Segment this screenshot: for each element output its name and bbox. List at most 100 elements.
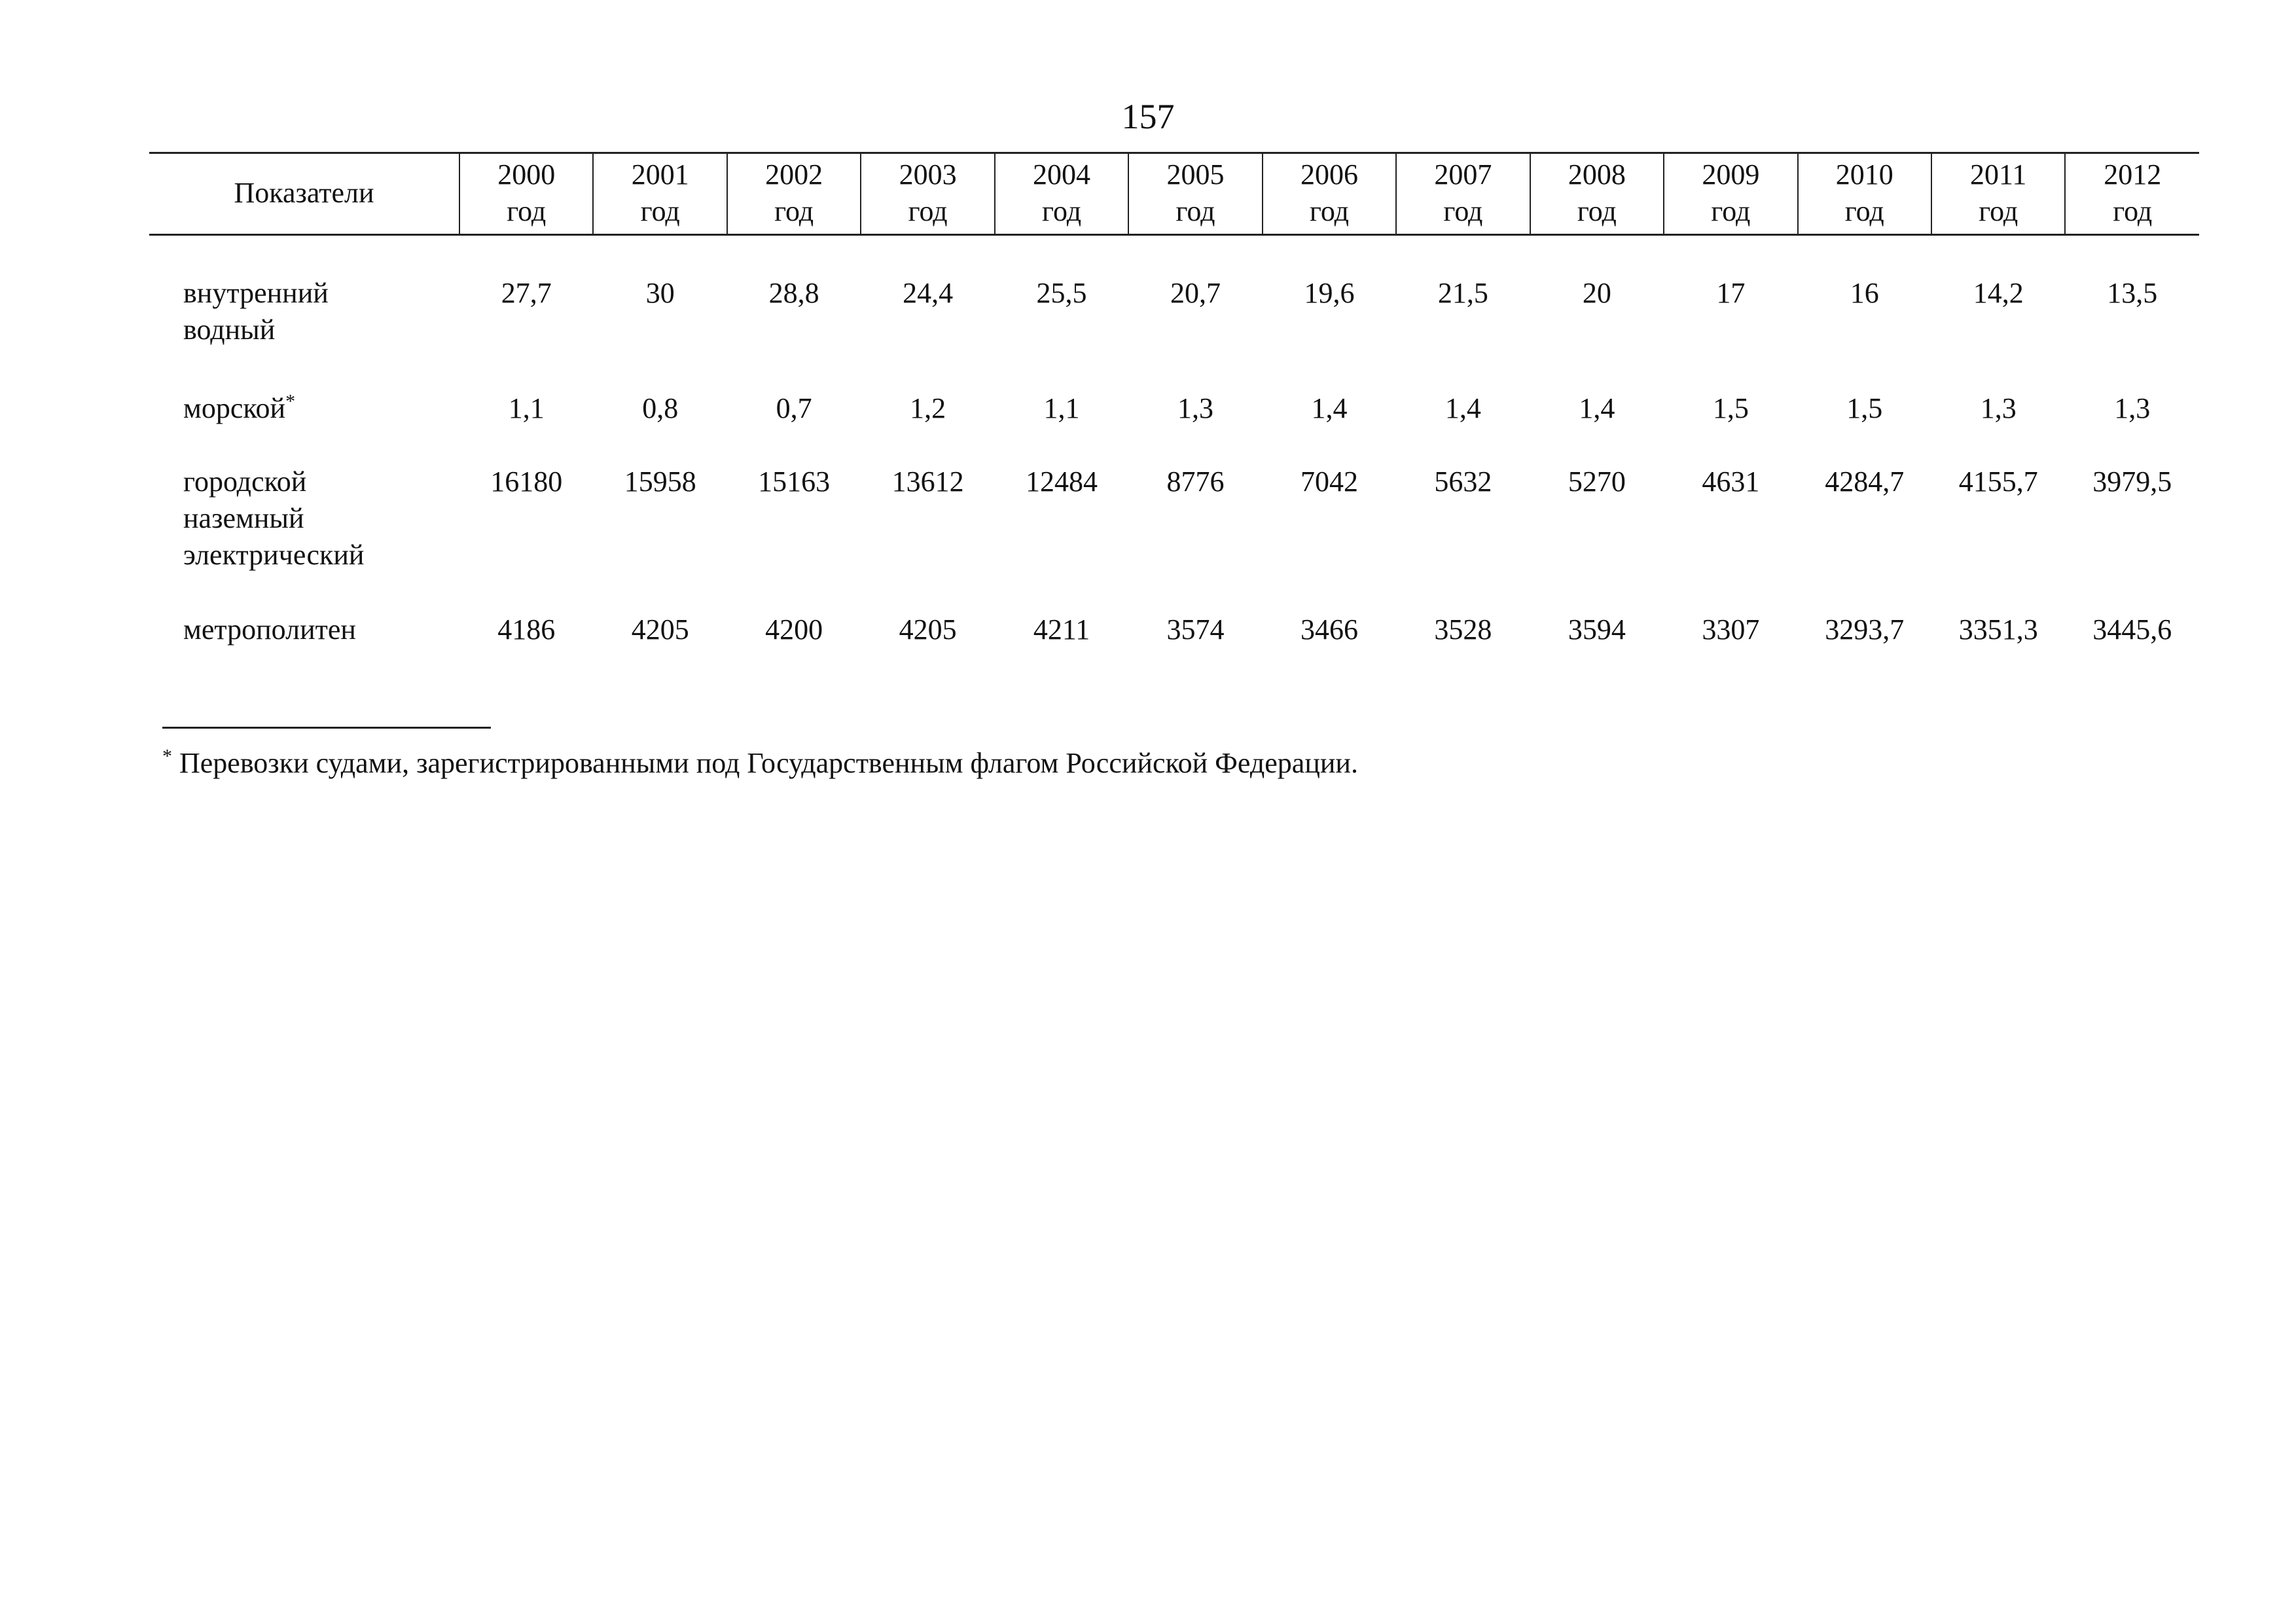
header-year-2005: 2005 год bbox=[1128, 153, 1263, 235]
table-cell: 1,5 bbox=[1712, 392, 1749, 424]
year-label: 2005 bbox=[1166, 158, 1225, 191]
table-cell: 1,3 bbox=[2114, 392, 2151, 424]
header-year-2010: 2010 год bbox=[1797, 153, 1931, 235]
header-year-2001: 2001 год bbox=[592, 153, 727, 235]
footnote: * Перевозки судами, зарегистрированными … bbox=[162, 745, 1358, 782]
table-cell: 14,2 bbox=[1973, 277, 2024, 309]
table-cell: 3528 bbox=[1434, 613, 1492, 646]
table-cell: 3445,6 bbox=[2092, 613, 2172, 646]
table-cell: 24,4 bbox=[903, 277, 954, 309]
table-cell: 3574 bbox=[1166, 613, 1225, 646]
year-label: 2006 bbox=[1300, 158, 1358, 191]
table-cell: 12484 bbox=[1026, 465, 1098, 498]
row-label: городской наземный электрический bbox=[183, 465, 365, 571]
table-cell: 4211 bbox=[1033, 613, 1090, 646]
row-label-text: морской bbox=[183, 392, 286, 424]
year-unit: год bbox=[507, 195, 547, 227]
table-cell: 13,5 bbox=[2107, 277, 2158, 309]
row-label: морской* bbox=[149, 390, 459, 464]
table-cell: 0,7 bbox=[776, 392, 812, 424]
year-label: 2004 bbox=[1033, 158, 1091, 191]
table-cell: 1,1 bbox=[508, 392, 545, 424]
year-label: 2001 bbox=[631, 158, 689, 191]
table-cell: 4284,7 bbox=[1825, 465, 1905, 498]
table-body: внутренний водный 27,7 30 28,8 24,4 25,5… bbox=[149, 235, 2199, 651]
table-cell: 3307 bbox=[1702, 613, 1760, 646]
table-cell: 16180 bbox=[490, 465, 563, 498]
table-cell: 1,3 bbox=[1980, 392, 2017, 424]
year-label: 2002 bbox=[765, 158, 823, 191]
table-cell: 16 bbox=[1850, 277, 1879, 309]
year-label: 2009 bbox=[1702, 158, 1760, 191]
transport-statistics-table: Показатели 2000 год 2001 год 2002 год 2003 г… bbox=[149, 152, 2199, 651]
table-cell: 1,2 bbox=[910, 392, 946, 424]
table-cell: 0,8 bbox=[642, 392, 679, 424]
table-cell: 1,4 bbox=[1311, 392, 1348, 424]
table-cell: 8776 bbox=[1166, 465, 1225, 498]
table-cell: 30 bbox=[645, 277, 675, 309]
header-label-column: Показатели bbox=[234, 177, 374, 209]
table-row-inland-water: внутренний водный 27,7 30 28,8 24,4 25,5… bbox=[149, 235, 2199, 391]
header-row: Показатели 2000 год 2001 год 2002 год 2003 г… bbox=[149, 153, 2199, 235]
table-cell: 19,6 bbox=[1304, 277, 1355, 309]
row-label: метрополитен bbox=[183, 613, 356, 646]
year-label: 2012 bbox=[2104, 158, 2162, 191]
table-cell: 25,5 bbox=[1036, 277, 1087, 309]
table-row-sea: морской* 1,1 0,8 0,7 1,2 1,1 1,3 1,4 1,4… bbox=[149, 390, 2199, 464]
table-cell: 4155,7 bbox=[1958, 465, 2038, 498]
year-unit: год bbox=[2113, 195, 2153, 227]
table-cell: 3979,5 bbox=[2092, 465, 2172, 498]
table-cell: 4631 bbox=[1702, 465, 1760, 498]
year-unit: год bbox=[1042, 195, 1082, 227]
page-number: 157 bbox=[1121, 97, 1175, 136]
footnote-text: Перевозки судами, зарегистрированными по… bbox=[172, 747, 1358, 779]
table-cell: 7042 bbox=[1300, 465, 1358, 498]
table-cell: 21,5 bbox=[1437, 277, 1488, 309]
year-label: 2003 bbox=[899, 158, 957, 191]
header-year-2009: 2009 год bbox=[1663, 153, 1798, 235]
table-cell: 13612 bbox=[891, 465, 964, 498]
table-cell: 4200 bbox=[765, 613, 823, 646]
table-row-urban-electric: городской наземный электрический 16180 1… bbox=[149, 464, 2199, 611]
table-header: Показатели 2000 год 2001 год 2002 год 2003 г… bbox=[149, 153, 2199, 235]
data-table-container: Показатели 2000 год 2001 год 2002 год 2003 г… bbox=[149, 152, 2199, 651]
table-cell: 4205 bbox=[631, 613, 689, 646]
year-label: 2007 bbox=[1434, 158, 1492, 191]
table-cell: 1,3 bbox=[1177, 392, 1213, 424]
header-year-2006: 2006 год bbox=[1261, 153, 1397, 235]
year-unit: год bbox=[774, 195, 814, 227]
table-cell: 15958 bbox=[624, 465, 696, 498]
year-unit: год bbox=[1309, 195, 1349, 227]
table-cell: 3351,3 bbox=[1958, 613, 2038, 646]
header-year-2000: 2000 год bbox=[459, 153, 594, 235]
table-cell: 4186 bbox=[497, 613, 556, 646]
table-cell: 5270 bbox=[1568, 465, 1626, 498]
table-cell: 3293,7 bbox=[1825, 613, 1905, 646]
header-year-2003: 2003 год bbox=[860, 153, 995, 235]
table-cell: 3594 bbox=[1568, 613, 1626, 646]
table-cell: 20 bbox=[1582, 277, 1611, 309]
header-year-2008: 2008 год bbox=[1529, 153, 1664, 235]
table-cell: 28,8 bbox=[768, 277, 819, 309]
table-cell: 1,1 bbox=[1043, 392, 1080, 424]
footnote-divider bbox=[162, 727, 491, 729]
table-cell: 1,5 bbox=[1846, 392, 1883, 424]
year-label: 2010 bbox=[1835, 158, 1893, 191]
footnote-marker: * bbox=[162, 745, 172, 767]
table-cell: 1,4 bbox=[1579, 392, 1615, 424]
header-year-2004: 2004 год bbox=[994, 153, 1129, 235]
year-label: 2008 bbox=[1568, 158, 1626, 191]
header-year-2007: 2007 год bbox=[1395, 153, 1530, 235]
year-unit: год bbox=[908, 195, 948, 227]
footnote-marker: * bbox=[285, 390, 296, 412]
header-year-2002: 2002 год bbox=[726, 153, 861, 235]
year-label: 2011 bbox=[1970, 158, 2027, 191]
year-unit: год bbox=[1844, 195, 1884, 227]
year-unit: год bbox=[1979, 195, 2018, 227]
table-cell: 15163 bbox=[758, 465, 831, 498]
year-unit: год bbox=[1711, 195, 1751, 227]
year-label: 2000 bbox=[497, 158, 556, 191]
table-cell: 4205 bbox=[899, 613, 957, 646]
table-cell: 5632 bbox=[1434, 465, 1492, 498]
header-year-2012: 2012 год bbox=[2064, 153, 2199, 235]
